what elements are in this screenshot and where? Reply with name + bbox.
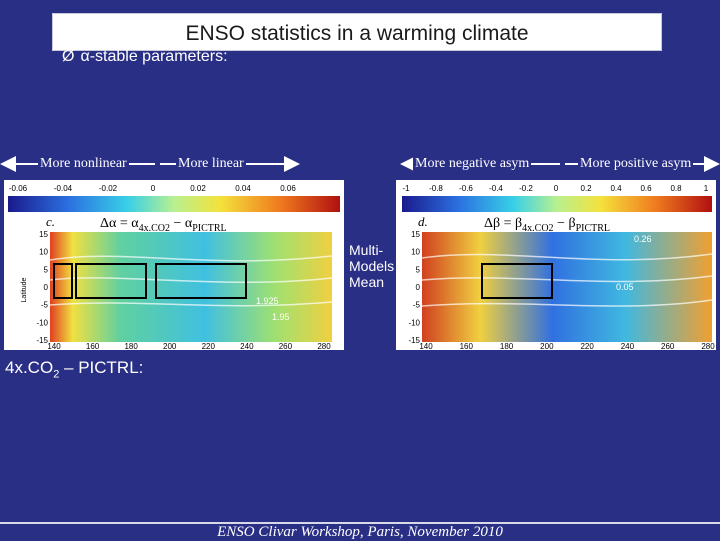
- left-x-tick: 260: [279, 342, 293, 350]
- right-y-tick: -10: [408, 318, 420, 327]
- left-y-tick: 15: [39, 230, 48, 239]
- footer: ENSO Clivar Workshop, Paris, November 20…: [217, 524, 503, 540]
- right-colorbar-tick: -1: [402, 184, 410, 193]
- right-x-tick: 200: [540, 342, 554, 350]
- contour-label-r2: 0.05: [616, 282, 634, 292]
- right-x-tick: 140: [419, 342, 433, 350]
- ctrl-label: 4x.CO2 – PICTRL:: [5, 358, 144, 381]
- contour-label-2: 1.95: [272, 312, 290, 322]
- left-y-tick: 0: [44, 283, 49, 292]
- right-colorbar-tick: 0.2: [580, 184, 592, 193]
- right-panel-letter: d.: [418, 214, 428, 229]
- right-x-tick: 160: [460, 342, 474, 350]
- left-x-tick: 200: [163, 342, 177, 350]
- left-y-tick: -5: [41, 301, 49, 310]
- left-x-tick: 140: [47, 342, 61, 350]
- footer-line: [0, 522, 720, 524]
- box-1: [53, 263, 73, 299]
- right-x-tick: 180: [500, 342, 514, 350]
- arrow-bullet-icon: Ø: [62, 48, 75, 65]
- left-y-tick: -10: [36, 318, 48, 327]
- left-formula: Δα = α4x.CO2 − αPICTRL: [100, 216, 227, 234]
- right-colorbar-tick: -0.8: [429, 184, 443, 193]
- left-colorbar-tick: 0: [151, 184, 156, 193]
- label-more-positive-asym: More positive asym: [578, 156, 694, 172]
- right-colorbar-tick: 0.6: [640, 184, 652, 193]
- right-colorbar-tick: 0.4: [610, 184, 622, 193]
- right-y-tick: 10: [411, 248, 420, 257]
- left-ylabel: Latitude: [21, 277, 28, 302]
- left-x-tick: 220: [202, 342, 216, 350]
- right-colorbar-tick: -0.6: [459, 184, 473, 193]
- left-panel-letter: c.: [46, 214, 56, 229]
- right-y-tick: 0: [416, 283, 421, 292]
- box-right: [481, 263, 553, 299]
- box-3: [155, 263, 247, 299]
- right-colorbar-tick: 0: [554, 184, 559, 193]
- right-colorbar-tick: -0.4: [489, 184, 503, 193]
- left-colorbar-tick: 0.02: [190, 184, 206, 193]
- left-colorbar-tick: -0.06: [9, 184, 28, 193]
- right-x-tick: 260: [661, 342, 675, 350]
- right-y-tick: -5: [413, 301, 421, 310]
- left-x-tick: 180: [124, 342, 138, 350]
- left-colorbar-tick: 0.06: [280, 184, 296, 193]
- left-x-tick: 240: [240, 342, 254, 350]
- left-y-tick: -15: [36, 336, 48, 345]
- right-colorbar-tick: 0.8: [670, 184, 682, 193]
- right-map: [422, 232, 712, 342]
- contour-label-r1: 0.26: [634, 234, 652, 244]
- left-colorbar-tick: -0.02: [99, 184, 118, 193]
- label-more-negative-asym: More negative asym: [413, 156, 532, 172]
- right-x-tick: 220: [580, 342, 594, 350]
- multi-models-mean: Multi- Models Mean: [349, 242, 395, 290]
- left-figure: -0.06 -0.04 -0.02 0 0.02 0.04 0.06 1.925 1.95 …: [4, 180, 344, 350]
- right-y-tick: -15: [408, 336, 420, 345]
- label-more-linear: More linear: [176, 156, 246, 172]
- right-colorbar-tick: -0.2: [519, 184, 533, 193]
- right-x-tick: 240: [621, 342, 635, 350]
- contour-label-1: 1.925: [256, 296, 279, 306]
- title-box: ENSO statistics in a warming climate: [52, 13, 662, 51]
- label-more-nonlinear: More nonlinear: [38, 156, 129, 172]
- left-y-tick: 10: [39, 248, 48, 257]
- bullet-text: -stable parameters:: [89, 48, 228, 65]
- left-y-tick: 5: [44, 265, 49, 274]
- right-figure: -1 -0.8 -0.6 -0.4 -0.2 0 0.2 0.4 0.6 0.8 1 0.26 0.…: [396, 180, 716, 350]
- left-x-tick: 160: [86, 342, 100, 350]
- box-2: [75, 263, 147, 299]
- alpha-symbol: α: [80, 48, 90, 65]
- right-y-tick: 5: [416, 265, 421, 274]
- left-map: [50, 232, 332, 342]
- right-y-tick: 15: [411, 230, 420, 239]
- right-colorbar-tick: 1: [704, 184, 709, 193]
- right-formula: Δβ = β4x.CO2 − βPICTRL: [484, 216, 611, 234]
- right-x-tick: 280: [701, 342, 715, 350]
- left-x-tick: 280: [317, 342, 331, 350]
- left-colorbar-tick: 0.04: [235, 184, 251, 193]
- slide-title: ENSO statistics in a warming climate: [185, 22, 529, 45]
- left-colorbar-tick: -0.04: [54, 184, 73, 193]
